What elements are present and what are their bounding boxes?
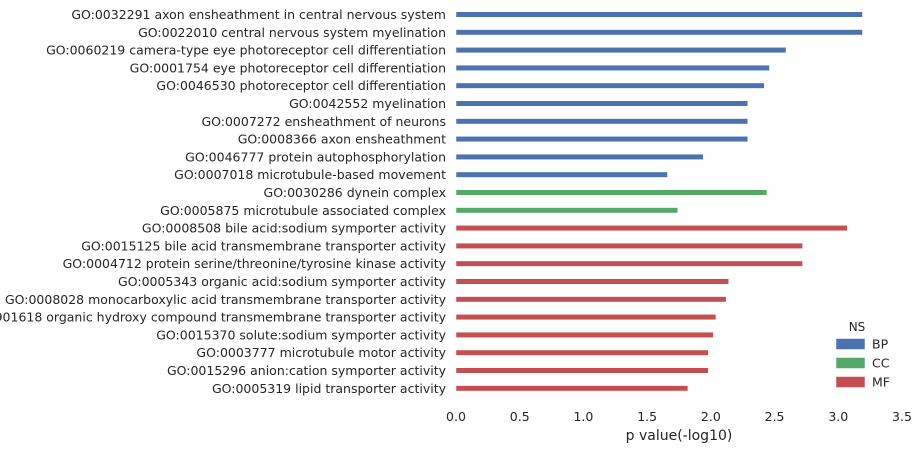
x-axis-label: p value(-log10) [626,428,733,444]
legend-swatch [835,376,866,388]
category-label: GO:0015296 anion:cation symporter activi… [167,363,447,378]
legend-entry-label: CC [872,356,890,371]
bar [455,100,749,107]
category-label: GO:0003777 microtubule motor activity [196,345,446,360]
category-label: GO:0008366 axon ensheathment [238,132,446,147]
bar [455,29,863,36]
category-label: GO:0004712 protein serine/threonine/tyro… [63,256,447,271]
x-tick-label: 2.0 [701,409,721,424]
legend-title: NS [849,320,866,334]
category-label: GO:0032291 axon ensheathment in central … [71,7,446,22]
category-label: GO:0015125 bile acid transmembrane trans… [81,238,446,253]
legend-entry-label: BP [872,337,889,352]
category-label: GO:0007272 ensheathment of neurons [201,114,446,129]
x-tick-label: 1.5 [637,409,657,424]
category-label: GO:0001754 eye photoreceptor cell differ… [130,60,446,75]
bar [455,207,678,214]
bar [455,82,765,89]
legend-entry-label: MF [872,375,890,390]
category-label: GO:0060219 camera-type eye photoreceptor… [46,43,446,58]
x-tick-label: 0.5 [510,409,530,424]
x-tick-label: 3.0 [828,409,848,424]
legend-swatch [835,338,866,350]
category-label: GO:0008508 bile acid:sodium symporter ac… [142,221,447,236]
bar [455,47,787,54]
category-label: GO:0046530 photoreceptor cell differenti… [156,78,446,93]
bar [455,349,709,356]
category-label: GO:0007018 microtubule-based movement [174,167,446,182]
bar [455,64,770,71]
category-label: GO:0005319 lipid transporter activity [212,381,447,396]
bar [455,225,848,232]
legend-swatch [835,357,866,369]
bar [455,278,729,285]
category-label: GO:0005875 microtubule associated comple… [160,203,446,218]
category-label: GO:1901618 organic hydroxy compound tran… [0,310,447,325]
bar [455,118,749,125]
x-axis: 0.0 0.5 1.0 1.5 2.0 2.5 3.0 3.5 [446,409,912,424]
category-label: GO:0005343 organic acid:sodium symporter… [118,274,447,289]
bar [455,296,727,303]
x-tick-label: 2.5 [765,409,785,424]
bar [455,136,749,143]
x-tick-label: 0.0 [446,409,466,424]
category-label: GO:0008028 monocarboxylic acid transmemb… [5,292,447,307]
bar [455,385,689,392]
category-label: GO:0042552 myelination [289,96,446,111]
bar [455,189,768,196]
x-tick-label: 1.0 [573,409,593,424]
category-label: GO:0022010 central nervous system myelin… [138,25,446,40]
bar [455,242,803,249]
bar [455,367,709,374]
category-label: GO:0046777 protein autophosphorylation [185,149,446,164]
bar [455,153,704,160]
bar [455,331,714,338]
bar [455,314,717,321]
x-tick-label: 3.5 [892,409,912,424]
category-label: GO:0015370 solute:sodium symporter activ… [156,327,446,342]
bars-layer [455,11,863,392]
legend: NS BP CC MF [835,320,890,390]
category-label: GO:0030286 dynein complex [264,185,446,200]
bar [455,11,863,18]
category-labels: GO:0032291 axon ensheathment in central … [0,7,447,396]
bar [455,260,803,267]
bar [455,171,668,178]
